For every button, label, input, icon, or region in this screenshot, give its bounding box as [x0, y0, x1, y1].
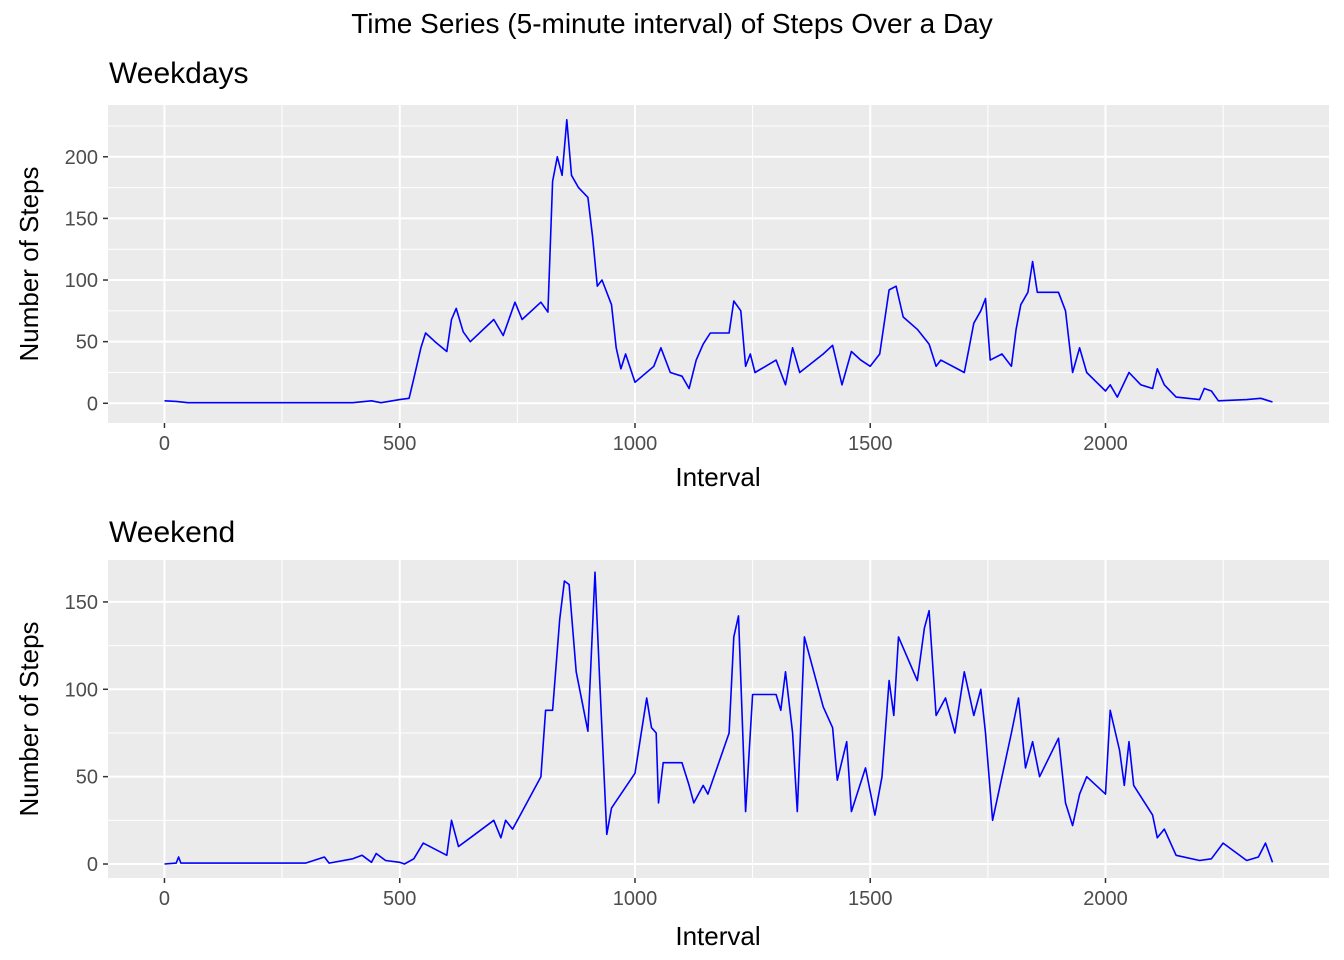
- weekdays-panel-title: Weekdays: [109, 57, 249, 90]
- weekend-y-axis-label: Number of Steps: [14, 621, 44, 816]
- weekdays-plot-background: [108, 105, 1329, 423]
- weekend-y-tick-label: 100: [65, 679, 98, 701]
- weekdays-y-tick-label: 50: [76, 332, 98, 354]
- weekend-y-tick-label: 150: [65, 592, 98, 614]
- weekend-y-tick-label: 50: [76, 767, 98, 789]
- weekdays-x-axis-label: Interval: [675, 462, 760, 492]
- weekend-x-tick-label: 0: [159, 888, 170, 910]
- weekdays-x-tick-label: 1500: [848, 433, 893, 455]
- weekend-x-tick-label: 1500: [848, 888, 893, 910]
- weekend-x-axis-label: Interval: [675, 921, 760, 951]
- weekdays-x-tick-label: 1000: [613, 433, 658, 455]
- weekdays-x-tick-label: 0: [159, 433, 170, 455]
- weekdays-series: [164, 119, 1273, 404]
- weekdays-panel: Weekdays 0 500 1000 1500 2000 0 50 100 150 200 In…: [14, 57, 1329, 492]
- weekdays-x-tick-label: 2000: [1083, 433, 1128, 455]
- weekend-tick-labels: 0 500 1000 1500 2000 0 50 100 150: [65, 592, 1128, 910]
- figure-title: Time Series (5-minute interval) of Steps…: [351, 8, 993, 39]
- weekdays-y-tick-label: 0: [87, 393, 98, 415]
- weekend-y-tick-label: 0: [87, 854, 98, 876]
- weekdays-steps-line: [164, 119, 1273, 404]
- weekend-series: [164, 571, 1274, 865]
- weekdays-x-tick-label: 500: [383, 433, 416, 455]
- weekend-x-tick-label: 500: [383, 888, 416, 910]
- weekdays-y-tick-label: 150: [65, 208, 98, 230]
- weekend-panel-title: Weekend: [109, 516, 235, 549]
- weekdays-tick-labels: 0 500 1000 1500 2000 0 50 100 150 200: [65, 147, 1128, 455]
- weekend-steps-line: [164, 571, 1274, 865]
- weekend-panel: Weekend 0 500 1000 1500 2000 0 50 100 150 Interv…: [14, 516, 1329, 951]
- weekdays-y-axis-label: Number of Steps: [14, 166, 44, 361]
- weekend-x-tick-label: 1000: [613, 888, 658, 910]
- weekdays-gridlines: [108, 105, 1329, 423]
- weekdays-y-tick-label: 100: [65, 270, 98, 292]
- weekdays-y-tick-label: 200: [65, 147, 98, 169]
- weekend-x-tick-label: 2000: [1083, 888, 1128, 910]
- weekend-plot-background: [108, 560, 1329, 878]
